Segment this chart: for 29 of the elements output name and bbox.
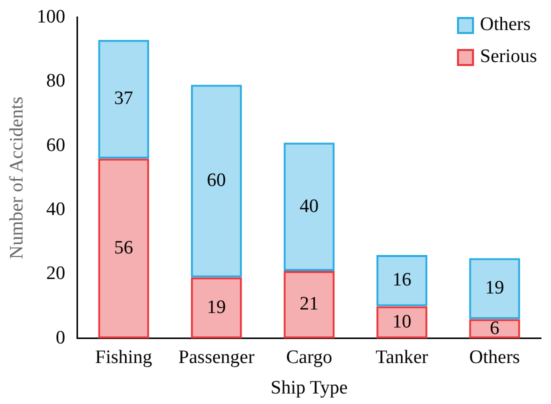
x-tick-label: Fishing <box>95 346 153 368</box>
data-label: 60 <box>206 170 226 192</box>
bar <box>98 40 150 159</box>
bar <box>98 158 150 338</box>
y-axis-title: Number of Accidents <box>6 96 28 260</box>
data-label: 19 <box>485 278 504 299</box>
data-label: 56 <box>114 238 134 259</box>
x-tick-label: Others <box>469 346 520 368</box>
bar <box>190 84 242 278</box>
legend-label: Serious <box>480 46 537 68</box>
data-label: 37 <box>114 88 134 110</box>
data-label: 6 <box>490 318 500 339</box>
y-tick-label: 60 <box>46 134 66 156</box>
y-tick-label: 20 <box>46 263 66 284</box>
y-tick-label: 0 <box>56 327 66 348</box>
y-tick-label: 100 <box>36 6 66 28</box>
data-label: 21 <box>300 294 319 315</box>
bar <box>284 142 335 271</box>
y-tick-label: 80 <box>46 70 66 92</box>
x-tick-label: Passenger <box>178 346 256 368</box>
data-label: 10 <box>392 311 412 332</box>
data-label: 16 <box>392 270 412 291</box>
y-tick-label: 40 <box>46 198 66 220</box>
x-axis-title: Ship Type <box>270 378 348 399</box>
legend-label: Others <box>480 14 531 36</box>
x-tick-label: Cargo <box>286 346 332 368</box>
data-label: 19 <box>206 296 226 318</box>
data-label: 40 <box>300 196 319 217</box>
x-tick-label: Tanker <box>376 346 429 368</box>
